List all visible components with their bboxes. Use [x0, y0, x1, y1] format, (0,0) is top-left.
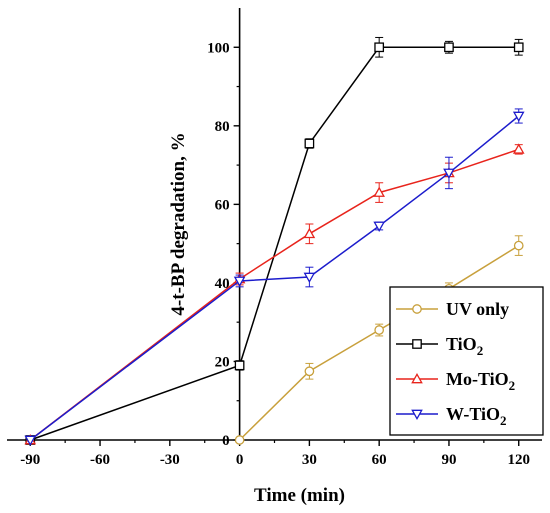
- y-tick-label: 100: [207, 40, 230, 56]
- x-tick-label: -60: [90, 452, 110, 468]
- x-tick-label: 60: [372, 452, 387, 468]
- y-axis-title: 4-t-BP degradation, %: [168, 132, 189, 315]
- y-tick-label: 40: [215, 276, 230, 292]
- data-point: [444, 42, 454, 53]
- legend-label-main: UV only: [446, 299, 509, 319]
- data-point: [303, 272, 316, 284]
- legend-label-sub: 2: [509, 378, 516, 393]
- legend-marker: [412, 304, 422, 314]
- data-point: [373, 221, 385, 232]
- series-0: [234, 235, 524, 445]
- data-point: [512, 143, 525, 154]
- y-tick-label: 20: [215, 354, 230, 370]
- legend-marker: [411, 409, 423, 421]
- data-point: [233, 276, 246, 287]
- legend-marker: [412, 339, 422, 349]
- data-point: [513, 240, 524, 251]
- x-tick-label: 120: [507, 452, 530, 468]
- x-axis-title: Time (min): [254, 485, 345, 506]
- y-tick-label: 80: [215, 119, 230, 135]
- y-tick-label: 0: [222, 433, 230, 449]
- series-line: [29, 115, 520, 441]
- series-line: [30, 46, 519, 441]
- data-point: [373, 186, 385, 197]
- legend-label-sub: 2: [500, 413, 507, 428]
- series-line: [29, 148, 519, 441]
- legend-label-main: TiO: [446, 334, 477, 354]
- data-point: [443, 168, 455, 179]
- data-point: [512, 111, 525, 123]
- series-3: [24, 108, 525, 447]
- data-point: [24, 435, 37, 447]
- data-point: [303, 227, 316, 239]
- legend-marker: [411, 372, 423, 384]
- data-point: [234, 360, 245, 371]
- data-point: [374, 42, 385, 53]
- legend-label-sub: 2: [477, 343, 484, 358]
- x-tick-label: 30: [302, 452, 317, 468]
- axes: -90 -60 -30 0 30 60 90 120 0 20 40 60 80 100: [7, 8, 542, 468]
- legend-label: TiO2: [446, 334, 483, 358]
- data-point: [234, 435, 245, 445]
- legend-label: UV only: [446, 299, 509, 319]
- series-layer: [24, 36, 525, 447]
- x-tick-label: 90: [441, 452, 456, 468]
- legend-label-main: W-TiO: [446, 404, 500, 424]
- x-tick-label: -30: [160, 452, 180, 468]
- legend-label: W-TiO2: [446, 404, 507, 428]
- data-point: [513, 42, 524, 53]
- legend-label: Mo-TiO2: [446, 369, 515, 393]
- data-point: [304, 366, 315, 377]
- data-point: [374, 325, 385, 335]
- x-tick-label: -90: [20, 452, 40, 468]
- data-point: [304, 138, 315, 149]
- y-tick-label: 60: [215, 197, 230, 213]
- legend-label-main: Mo-TiO: [446, 369, 509, 389]
- x-tick-label: 0: [236, 452, 244, 468]
